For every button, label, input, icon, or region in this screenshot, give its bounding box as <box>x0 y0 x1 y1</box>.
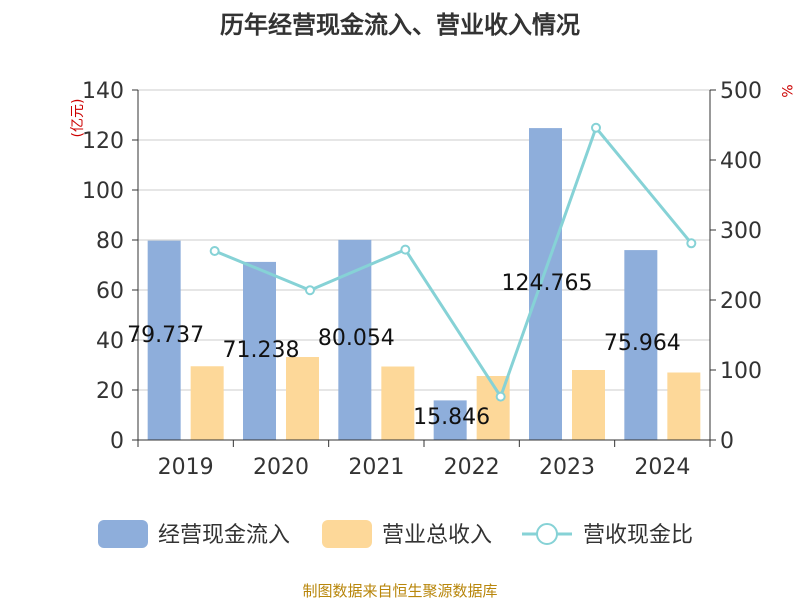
y-left-tick-label: 60 <box>96 279 124 304</box>
legend-label: 营业总收入 <box>382 523 492 548</box>
legend-swatch <box>98 520 148 548</box>
x-tick-label: 2023 <box>539 455 595 480</box>
y-right-tick-label: 0 <box>720 429 734 454</box>
y-left-tick-label: 20 <box>96 379 124 404</box>
y-right-tick-label: 500 <box>720 79 762 104</box>
bar-data-label: 71.238 <box>223 338 300 363</box>
y-left-tick-label: 0 <box>110 429 124 454</box>
bar <box>286 357 319 440</box>
x-tick-label: 2022 <box>444 455 500 480</box>
bar <box>147 240 181 440</box>
bar <box>243 261 276 440</box>
y-left-tick-label: 140 <box>82 79 124 104</box>
ratio-line-path <box>214 124 693 400</box>
bar-data-label: 75.964 <box>604 331 681 356</box>
bar-data-label: 79.737 <box>127 323 204 348</box>
x-tick-label: 2019 <box>158 455 214 480</box>
y-right-tick-label: 200 <box>720 289 762 314</box>
ratio-point <box>400 244 411 255</box>
ratio-point <box>209 246 220 256</box>
y-left-tick-label: 120 <box>82 129 124 154</box>
bar <box>338 239 372 440</box>
axes: 0 20 40 60 80 100 120 140 0 100 200 300 400 500 2019 20… <box>82 79 762 480</box>
bar <box>433 400 467 440</box>
y-left-tick-label: 80 <box>96 229 124 254</box>
bar <box>381 366 415 440</box>
y-right-tick-label: 100 <box>720 359 762 384</box>
y-left-axis-label: (亿元) <box>70 99 86 138</box>
chart-title: 历年经营现金流入、营业收入情况 <box>220 11 580 39</box>
bars <box>147 128 701 440</box>
legend: 经营现金流入 营业总收入 营收现金比 <box>98 520 693 548</box>
x-tick-label: 2024 <box>634 455 690 480</box>
x-tick-label: 2020 <box>253 455 309 480</box>
y-left-tick-label: 40 <box>96 329 124 354</box>
ratio-point <box>305 285 315 296</box>
ratio-point <box>686 238 697 249</box>
data-labels: 79.737 71.238 80.054 15.846 124.765 75.964 <box>127 271 681 430</box>
legend-label: 营收现金比 <box>583 523 693 548</box>
bar-data-label: 124.765 <box>502 271 593 296</box>
bar-data-label: 15.846 <box>413 405 490 430</box>
x-tick-label: 2021 <box>348 455 404 480</box>
y-right-axis-label: % <box>778 84 794 97</box>
y-right-tick-label: 300 <box>720 219 762 244</box>
ratio-point <box>591 122 601 133</box>
bar <box>667 372 701 440</box>
y-left-tick-label: 100 <box>82 179 124 204</box>
bar-data-label: 80.054 <box>318 326 395 351</box>
legend-swatch-marker <box>536 523 558 545</box>
grid <box>138 89 710 441</box>
bar <box>190 366 224 440</box>
bar <box>529 128 562 440</box>
ratio-point <box>495 391 506 402</box>
ratio-line <box>209 122 697 402</box>
bar <box>572 370 605 440</box>
legend-swatch <box>322 520 372 548</box>
footer-source: 制图数据来自恒生聚源数据库 <box>302 582 497 600</box>
y-right-tick-label: 400 <box>720 149 762 174</box>
bar <box>624 250 658 440</box>
legend-label: 经营现金流入 <box>158 523 290 548</box>
